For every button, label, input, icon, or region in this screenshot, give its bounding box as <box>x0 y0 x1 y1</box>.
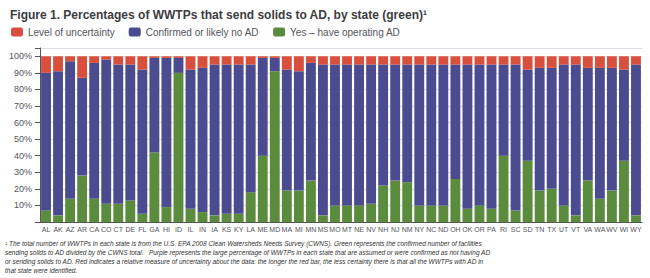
svg-text:CT: CT <box>114 226 124 233</box>
svg-text:MS: MS <box>318 226 329 233</box>
svg-text:AZ: AZ <box>66 226 76 233</box>
svg-text:RI: RI <box>500 226 507 233</box>
svg-text:ME: ME <box>257 226 268 233</box>
svg-text:MO: MO <box>329 226 341 233</box>
svg-text:VT: VT <box>571 226 581 233</box>
svg-text:60%: 60% <box>14 118 32 128</box>
svg-text:IL: IL <box>188 226 194 233</box>
svg-text:AL: AL <box>42 226 51 233</box>
svg-text:MA: MA <box>282 226 293 233</box>
svg-text:30%: 30% <box>14 167 32 177</box>
svg-text:DE: DE <box>125 226 135 233</box>
svg-text:UT: UT <box>559 226 569 233</box>
svg-text:NH: NH <box>378 226 388 233</box>
svg-text:SC: SC <box>511 226 521 233</box>
svg-text:NC: NC <box>426 226 436 233</box>
svg-text:AK: AK <box>53 226 63 233</box>
svg-text:TX: TX <box>547 226 556 233</box>
svg-text:100%: 100% <box>9 51 32 61</box>
svg-text:NV: NV <box>366 226 376 233</box>
svg-text:WI: WI <box>620 226 629 233</box>
svg-text:NJ: NJ <box>391 226 400 233</box>
svg-text:NM: NM <box>402 226 413 233</box>
svg-text:Level of uncertainty: Level of uncertainty <box>28 27 115 38</box>
svg-text:¹ The total number of WWTPs in: ¹ The total number of WWTPs in each stat… <box>5 240 482 248</box>
svg-text:NE: NE <box>354 226 364 233</box>
svg-text:10%: 10% <box>14 200 32 210</box>
svg-text:PA: PA <box>487 226 496 233</box>
svg-text:80%: 80% <box>14 84 32 94</box>
svg-text:90%: 90% <box>14 68 32 78</box>
svg-text:TN: TN <box>535 226 544 233</box>
svg-text:ND: ND <box>438 226 448 233</box>
svg-text:KS: KS <box>222 226 232 233</box>
svg-text:Figure 1. Percentages of WWTPs: Figure 1. Percentages of WWTPs that send… <box>10 8 427 22</box>
svg-text:ID: ID <box>175 226 182 233</box>
svg-text:IN: IN <box>199 226 206 233</box>
svg-text:FL: FL <box>138 226 146 233</box>
svg-text:50%: 50% <box>14 134 32 144</box>
svg-text:IA: IA <box>211 226 218 233</box>
svg-text:SD: SD <box>523 226 533 233</box>
svg-text:GA: GA <box>149 226 159 233</box>
svg-text:OK: OK <box>462 226 472 233</box>
svg-text:MI: MI <box>295 226 303 233</box>
svg-text:Yes – have operating AD: Yes – have operating AD <box>290 27 400 38</box>
svg-text:Confirmed or likely no AD: Confirmed or likely no AD <box>146 27 259 38</box>
svg-text:WV: WV <box>606 226 618 233</box>
svg-text:20%: 20% <box>14 184 32 194</box>
svg-text:or sending solids to AD. Red i: or sending solids to AD. Red indicates a… <box>5 258 484 266</box>
svg-text:sending solids to AD divided b: sending solids to AD divided by the CWNS… <box>5 249 490 257</box>
svg-text:WY: WY <box>630 226 642 233</box>
svg-text:OR: OR <box>474 226 485 233</box>
svg-text:OH: OH <box>450 226 461 233</box>
svg-text:CA: CA <box>89 226 99 233</box>
svg-text:CO: CO <box>101 226 112 233</box>
svg-text:MN: MN <box>305 226 316 233</box>
svg-text:KY: KY <box>234 226 244 233</box>
svg-text:NY: NY <box>414 226 424 233</box>
svg-text:MD: MD <box>269 226 280 233</box>
svg-text:MT: MT <box>342 226 353 233</box>
svg-text:that state were identified.: that state were identified. <box>5 267 77 274</box>
svg-text:AR: AR <box>77 226 87 233</box>
svg-text:HI: HI <box>163 226 170 233</box>
svg-text:LA: LA <box>246 226 255 233</box>
svg-text:VA: VA <box>583 226 592 233</box>
svg-text:WA: WA <box>594 226 605 233</box>
svg-text:40%: 40% <box>14 151 32 161</box>
svg-text:70%: 70% <box>14 101 32 111</box>
